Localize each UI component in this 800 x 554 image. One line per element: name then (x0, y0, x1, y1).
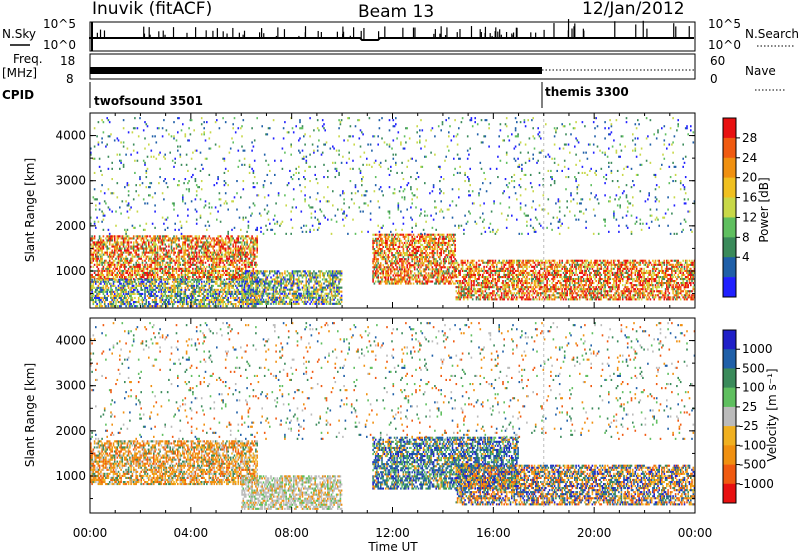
colorbar-swatch (723, 330, 736, 350)
colorbar-swatch (723, 388, 736, 408)
x-tick-label: 20:00 (577, 526, 612, 540)
nsky-tick-top: 10^5 (43, 17, 76, 31)
y-tick-label: 3000 (55, 174, 86, 188)
colorbar-tick-label: 25 (742, 400, 757, 414)
x-tick-label: 12:00 (375, 526, 410, 540)
colorbar-tick-label: -500 (739, 458, 766, 472)
velocity-panel: 1000 2000 3000 4000 00:00 04:00 08:00 12:00 16:0… (55, 318, 773, 540)
nsearch-tick-top: 10^5 (708, 17, 741, 31)
colorbar-swatch (723, 257, 736, 277)
colorbar-swatch (723, 217, 736, 237)
x-tick-label: 04:00 (174, 526, 209, 540)
nsky-label: N.Sky (2, 27, 36, 41)
colorbar-swatch (723, 138, 736, 158)
velocity-colorbar-label: Velocity [m s⁻¹] (765, 368, 779, 461)
colorbar-swatch (723, 407, 736, 427)
x-tick-label: 00:00 (73, 526, 108, 540)
cpid-mode-1: twofsound 3501 (94, 94, 203, 108)
colorbar-swatch (723, 237, 736, 257)
colorbar-swatch (723, 349, 736, 369)
cpid-mode-2: themis 3300 (545, 85, 629, 99)
power-colorbar-label: Power [dB] (757, 177, 771, 242)
freq-tick-top: 18 (60, 54, 75, 68)
colorbar-swatch (723, 445, 736, 465)
range-time-figure: Inuvik (fitACF) Beam 13 12/Jan/2012 N.Sk… (0, 0, 800, 554)
freq-label-line1: Freq. (13, 52, 43, 66)
colorbar-tick-label: 4 (742, 250, 750, 264)
x-tick-label: 08:00 (274, 526, 309, 540)
colorbar-swatch (723, 198, 736, 218)
colorbar-tick-label: -1000 (739, 477, 774, 491)
x-axis-label: Time UT (367, 540, 418, 554)
colorbar-swatch (723, 368, 736, 388)
freq-label-line2: [MHz] (2, 66, 37, 80)
colorbar-tick-label: 16 (742, 191, 757, 205)
y-tick-label: 4000 (55, 129, 86, 143)
colorbar-swatch (723, 426, 736, 446)
x-tick-label: 16:00 (476, 526, 511, 540)
nave-tick-top: 60 (710, 54, 725, 68)
nsky-strip (90, 22, 695, 51)
colorbar-swatch (723, 465, 736, 485)
freq-strip (90, 54, 695, 79)
x-tick-label: 00:00 (678, 526, 713, 540)
y-tick-label: 2000 (55, 219, 86, 233)
colorbar-tick-label: 8 (742, 230, 750, 244)
nsky-tick-bottom: 10^0 (43, 38, 76, 52)
nsearch-label: N.Search (745, 27, 799, 41)
colorbar-swatch (723, 178, 736, 198)
colorbar-tick-label: -100 (739, 438, 766, 452)
cpid-label: CPID (2, 88, 34, 102)
colorbar-tick-label: -25 (739, 419, 759, 433)
beam-title: Beam 13 (358, 2, 434, 22)
freq-trace (90, 67, 542, 74)
power-ylabel: Slant Range [km] (23, 158, 37, 262)
colorbar-tick-label: 1000 (742, 342, 773, 356)
y-tick-label: 4000 (55, 334, 86, 348)
nave-label: Nave (745, 64, 776, 78)
y-tick-label: 2000 (55, 424, 86, 438)
colorbar-tick-label: 12 (742, 210, 757, 224)
date-title: 12/Jan/2012 (582, 0, 685, 19)
y-tick-label: 3000 (55, 379, 86, 393)
nsearch-tick-bottom: 10^0 (708, 38, 741, 52)
colorbar-swatch (723, 277, 736, 297)
colorbar-tick-label: 500 (742, 361, 765, 375)
colorbar-swatch (723, 118, 736, 138)
colorbar-swatch (723, 158, 736, 178)
velocity-ylabel: Slant Range [km] (23, 363, 37, 467)
colorbar-swatch (723, 484, 736, 504)
nave-tick-bottom: 0 (710, 72, 718, 86)
colorbar-tick-label: 100 (742, 381, 765, 395)
colorbar-tick-label: 20 (742, 171, 757, 185)
y-tick-label: 1000 (55, 264, 86, 278)
colorbar-tick-label: 28 (742, 131, 757, 145)
colorbar: 28 24 20 16 12 8 4 (723, 118, 757, 297)
colorbar-tick-label: 24 (742, 151, 757, 165)
y-tick-label: 1000 (55, 469, 86, 483)
power-panel: 1000 2000 3000 4000 28 24 20 16 12 8 4 (55, 113, 757, 308)
station-title: Inuvik (fitACF) (92, 0, 212, 19)
freq-tick-bottom: 8 (66, 72, 74, 86)
